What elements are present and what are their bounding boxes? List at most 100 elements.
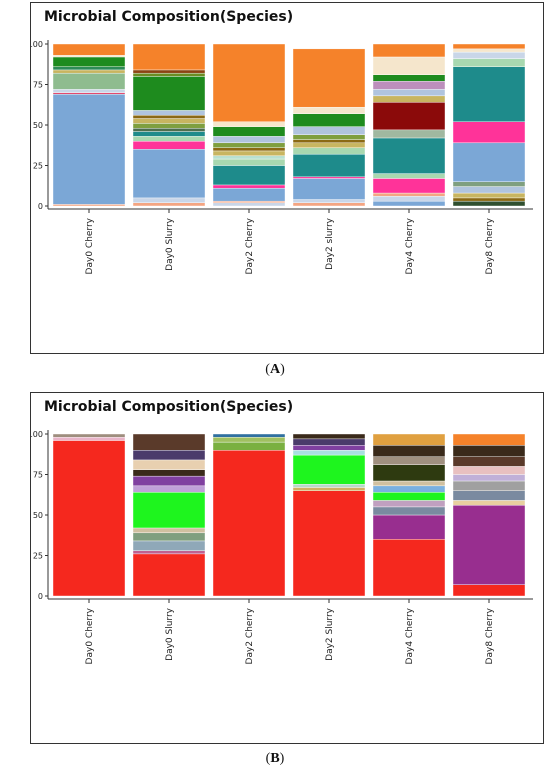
bar-segment <box>132 532 206 542</box>
bar-segment <box>132 475 206 487</box>
bar-segment <box>292 202 366 207</box>
bar-segment <box>372 102 446 131</box>
bar-segment <box>132 485 206 493</box>
bar-segment <box>452 66 526 122</box>
bar-segment <box>372 129 446 139</box>
bar-segment <box>132 540 206 551</box>
bar-segment <box>132 202 206 207</box>
stacked-bar-chart-b: 0 25 50 75 100 Day0 Cherry Day0 Slurry Day2 Che… <box>31 430 533 664</box>
bar-segment <box>132 492 206 529</box>
bar-segment <box>372 485 446 493</box>
bar-segment <box>292 199 366 203</box>
bar-segment <box>132 136 206 142</box>
bar-segment <box>132 72 206 77</box>
chart-panel-a: Microbial Composition(Species) 0 25 50 75 10… <box>30 2 544 354</box>
x-tick-label: Day0 Cherry <box>85 607 95 664</box>
bar-segment <box>372 464 446 482</box>
bar-segment <box>52 56 126 67</box>
bar-segment <box>132 197 206 203</box>
bar-segment <box>132 469 206 477</box>
bar-segment <box>292 487 366 491</box>
bar-segment <box>212 450 286 597</box>
bar-segment <box>52 89 126 93</box>
bar-segment <box>132 433 206 451</box>
bar-segment <box>372 56 446 75</box>
bar-segment <box>132 459 206 470</box>
panel-caption-b: (B) <box>265 751 285 766</box>
bar-segment <box>452 121 526 144</box>
bar-segment <box>452 433 526 446</box>
bar-segment <box>372 43 446 58</box>
y-tick-label: 75 <box>33 471 43 480</box>
bar-segment <box>372 539 446 597</box>
bar-segment <box>132 43 206 71</box>
bar-segment <box>52 69 126 74</box>
y-tick-label: 25 <box>33 162 43 171</box>
y-tick-label: 50 <box>33 121 43 130</box>
bar-segment <box>132 123 206 129</box>
y-tick-label: 25 <box>33 552 43 561</box>
bar-segment <box>52 440 126 597</box>
bar-segment <box>52 72 126 90</box>
bar-segment <box>52 94 126 205</box>
bar-segment <box>452 500 526 506</box>
y-tick-label: 100 <box>31 40 43 49</box>
bar-segment <box>452 445 526 457</box>
bar-segment <box>212 441 286 451</box>
bar-segment <box>452 58 526 67</box>
bar-segment <box>292 113 366 127</box>
bar-segment <box>212 202 286 207</box>
bar-segment <box>52 43 126 56</box>
bar-segment <box>372 506 446 516</box>
bar-segment <box>132 527 206 534</box>
chart-title: Microbial Composition(Species) <box>44 399 294 415</box>
bar-segment <box>452 200 526 207</box>
bar-segment <box>372 445 446 457</box>
bar-segment <box>372 89 446 97</box>
y-tick-label: 50 <box>33 511 43 520</box>
bar-segment <box>132 110 206 116</box>
x-tick-label: Day4 Cherry <box>405 607 415 664</box>
bar-segment <box>372 192 446 197</box>
bar-segment <box>292 176 366 179</box>
bar-segment <box>292 139 366 144</box>
bar-segment <box>372 74 446 82</box>
x-tick-label: Day4 Cherry <box>405 217 415 274</box>
bar-segment <box>212 433 286 438</box>
bar-segment <box>452 181 526 187</box>
bar-segment <box>292 153 366 178</box>
chart-title: Microbial Composition(Species) <box>44 9 294 25</box>
bar-segment <box>212 155 286 160</box>
bar-segment <box>372 200 446 207</box>
bar-segment <box>452 474 526 482</box>
bar-segment <box>292 433 366 440</box>
caption-letter: A <box>269 362 281 377</box>
bar-segment <box>132 553 206 597</box>
bar-segment <box>292 106 366 114</box>
bar-segment <box>212 437 286 443</box>
bar-segment <box>452 197 526 202</box>
bar-segment <box>452 186 526 194</box>
bar-segment <box>452 490 526 501</box>
bar-segment <box>452 51 526 59</box>
bar-segment <box>292 445 366 451</box>
bar-segment <box>132 450 206 461</box>
bar-segment <box>132 76 206 111</box>
bar-segment <box>292 48 366 108</box>
bar-segment <box>292 454 366 485</box>
bar-segment <box>212 142 286 148</box>
bar-segment <box>132 115 206 119</box>
x-tick-label: Day2 slurry <box>325 217 335 269</box>
bar-segment <box>292 126 366 135</box>
bar-segment <box>292 178 366 200</box>
x-tick-label: Day2 Slurry <box>325 607 335 661</box>
bar-segment <box>212 200 286 203</box>
bar-segment <box>452 456 526 467</box>
bar-segment <box>292 134 366 140</box>
x-tick-label: Day0 Cherry <box>85 217 95 274</box>
bar-segment <box>372 81 446 90</box>
bar-segment <box>372 95 446 103</box>
bar-segment <box>132 140 206 150</box>
bar-segment <box>292 490 366 597</box>
bar-segment <box>212 121 286 127</box>
